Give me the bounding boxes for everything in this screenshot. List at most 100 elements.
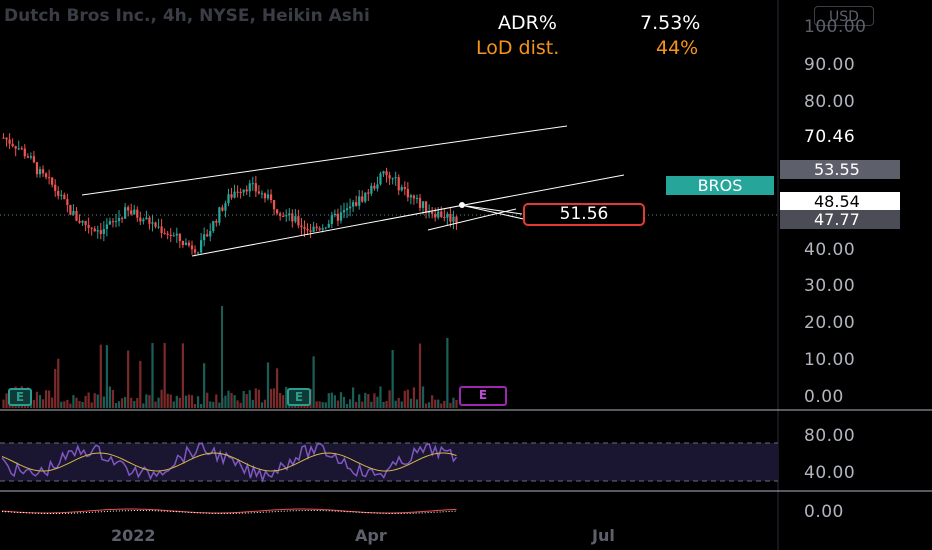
candle-body <box>455 216 458 223</box>
volume-bar <box>209 401 212 408</box>
candle-body <box>242 189 245 193</box>
candle-body <box>154 222 157 227</box>
candle-body <box>236 191 239 193</box>
currency-button[interactable]: USD <box>814 6 874 26</box>
volume-bar <box>60 401 63 408</box>
candle-body <box>209 231 212 237</box>
candle-body <box>102 228 105 234</box>
candle-body <box>367 192 370 194</box>
volume-bar <box>35 391 39 408</box>
volume-bar <box>330 392 333 408</box>
symbol-tag[interactable]: BROS <box>666 176 774 195</box>
volume-bar <box>163 342 166 408</box>
volume-bar <box>206 392 209 408</box>
candle-body <box>391 178 394 180</box>
volume-bar <box>434 399 437 408</box>
candle-body <box>23 148 26 157</box>
candle-body <box>5 137 8 140</box>
chart-title: Dutch Bros Inc., 4h, NYSE, Heikin Ashi <box>4 6 370 26</box>
time-label-jul: Jul <box>592 526 615 545</box>
volume-bar <box>424 403 428 408</box>
candle-body <box>385 171 388 176</box>
volume-bar <box>154 401 157 408</box>
volume-bar <box>376 396 379 408</box>
volume-bar <box>203 363 206 408</box>
volume-bar <box>78 401 81 408</box>
candle-body <box>72 210 75 215</box>
volume-bar <box>139 360 142 408</box>
volume-bar <box>178 397 181 408</box>
volume-bar <box>90 402 93 408</box>
volume-bar <box>233 395 236 408</box>
volume-bar <box>142 403 145 408</box>
price-tick-20: 20.00 <box>804 313 856 333</box>
volume-bar <box>388 390 391 408</box>
candle-body <box>63 194 66 200</box>
candle-body <box>11 143 14 147</box>
candle-body <box>364 192 367 202</box>
volume-bar <box>315 401 318 408</box>
earnings-badge-2[interactable]: E <box>287 388 311 406</box>
volume-bar <box>166 393 169 408</box>
candle-body <box>291 213 294 222</box>
volume-bar <box>415 399 419 408</box>
volume-bar <box>157 397 160 408</box>
volume-bar <box>93 393 96 408</box>
volume-bar <box>449 402 452 408</box>
candle-body <box>20 148 23 150</box>
candle-body <box>412 195 416 199</box>
candle-body <box>160 226 163 234</box>
candle-body <box>324 227 327 229</box>
candle-body <box>446 213 449 218</box>
price-callout[interactable]: 51.56 <box>523 203 645 226</box>
prev-close-tag: 48.54 <box>780 192 900 211</box>
candle-body <box>269 194 273 201</box>
candle-body <box>303 227 306 229</box>
candle-body <box>8 139 11 144</box>
candle-body <box>309 230 312 232</box>
volume-bar <box>409 398 412 408</box>
candle-body <box>166 233 169 235</box>
candle-body <box>93 228 96 232</box>
volume-bar <box>279 393 282 408</box>
candle-body <box>406 189 409 198</box>
volume-bar <box>196 396 200 408</box>
volume-bar <box>120 398 124 408</box>
candle-body <box>248 183 251 192</box>
candle-body <box>90 227 93 229</box>
candle-body <box>136 209 139 218</box>
candle-body <box>321 228 324 230</box>
candle-body <box>124 207 127 219</box>
lod-value: 44% <box>656 37 699 59</box>
candle-body <box>333 213 336 216</box>
channel-upper-line <box>81 125 568 196</box>
volume-bar <box>397 397 400 408</box>
candle-body <box>87 225 90 228</box>
candle-body <box>48 177 51 179</box>
candle-body <box>254 183 257 192</box>
volume-bar <box>455 399 458 408</box>
candle-body <box>41 169 45 174</box>
volume-bar <box>227 390 230 408</box>
volume-bar <box>367 394 370 408</box>
earnings-badge-upcoming[interactable]: E <box>459 386 507 406</box>
rsi-tick-80: 80.00 <box>804 426 856 446</box>
volume-bar <box>236 400 239 408</box>
price-tick-high: 70.46 <box>804 127 856 147</box>
candle-body <box>190 245 194 250</box>
volume-bar <box>87 392 90 408</box>
candle-body <box>376 184 379 189</box>
candle-body <box>263 193 267 199</box>
volume-bar <box>169 394 172 408</box>
volume-bar <box>54 368 57 408</box>
macd-signal-line <box>1 510 457 514</box>
time-label-2022: 2022 <box>111 526 156 545</box>
candle-body <box>81 220 84 223</box>
candle-body <box>437 211 440 218</box>
candle-body <box>69 205 72 215</box>
candle-body <box>440 211 443 217</box>
earnings-badge-1[interactable]: E <box>8 388 32 406</box>
volume-bar <box>428 402 431 408</box>
volume-bar <box>324 402 327 408</box>
